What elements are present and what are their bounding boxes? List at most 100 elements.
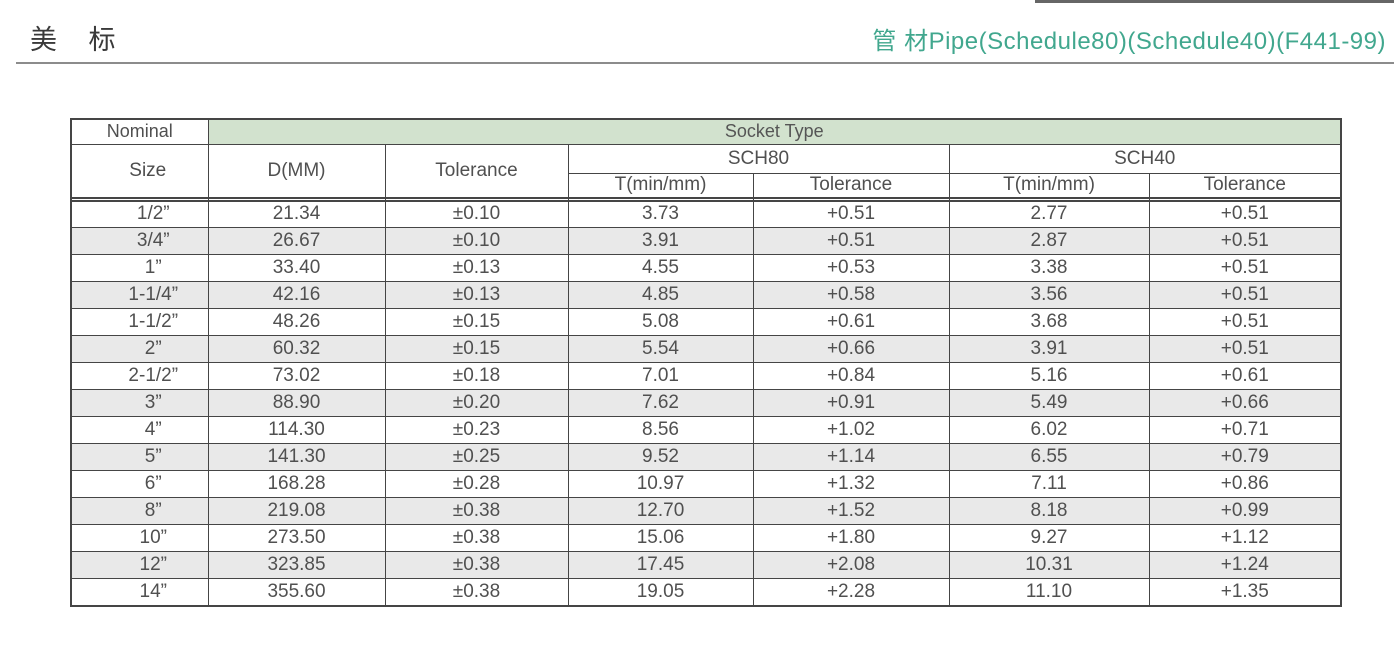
cell-value: +1.14	[752, 443, 950, 471]
cell-value: ±0.20	[384, 389, 569, 417]
cell-value: +1.32	[752, 470, 950, 498]
header-sch80: SCH80	[567, 143, 950, 174]
cell-nominal-size: 4”	[70, 416, 209, 444]
cell-value: 26.67	[207, 227, 386, 255]
cell-value: ±0.15	[384, 335, 569, 363]
cell-value: 60.32	[207, 335, 386, 363]
cell-value: +0.51	[1148, 200, 1342, 228]
cell-value: 6.55	[948, 443, 1150, 471]
cell-value: +0.66	[752, 335, 950, 363]
cell-value: 5.49	[948, 389, 1150, 417]
cell-value: 219.08	[207, 497, 386, 525]
cell-value: ±0.10	[384, 200, 569, 228]
page-subtitle: 管 材Pipe(Schedule80)(Schedule40)(F441-99)	[872, 28, 1386, 55]
cell-value: 88.90	[207, 389, 386, 417]
pipe-spec-table: Nominal Socket Type Size D(MM) Tolerance…	[70, 118, 1343, 607]
header-sch40-tmin: T(min/mm)	[948, 172, 1150, 199]
cell-value: 3.38	[948, 254, 1150, 282]
cell-value: ±0.38	[384, 497, 569, 525]
cell-value: +0.66	[1148, 389, 1342, 417]
cell-value: +0.53	[752, 254, 950, 282]
table-row: 1-1/4” 42.16 ±0.13 4.85 +0.58 3.56 +0.51	[70, 281, 1342, 309]
table-row: 10” 273.50 ±0.38 15.06 +1.80 9.27 +1.12	[70, 524, 1342, 552]
cell-value: +0.86	[1148, 470, 1342, 498]
cell-value: ±0.13	[384, 281, 569, 309]
header-size: Size	[70, 143, 209, 198]
cell-nominal-size: 2”	[70, 335, 209, 363]
cell-value: 21.34	[207, 200, 386, 228]
table-row: 1” 33.40 ±0.13 4.55 +0.53 3.38 +0.51	[70, 254, 1342, 282]
cell-value: +0.51	[1148, 281, 1342, 309]
table-row: 2-1/2” 73.02 ±0.18 7.01 +0.84 5.16 +0.61	[70, 362, 1342, 390]
table-row: 2” 60.32 ±0.15 5.54 +0.66 3.91 +0.51	[70, 335, 1342, 363]
cell-value: +1.52	[752, 497, 950, 525]
cell-value: 4.85	[567, 281, 754, 309]
cell-nominal-size: 1”	[70, 254, 209, 282]
cell-value: 114.30	[207, 416, 386, 444]
cell-value: 17.45	[567, 551, 754, 579]
header-sch40: SCH40	[948, 143, 1342, 174]
cell-nominal-size: 2-1/2”	[70, 362, 209, 390]
cell-value: +0.51	[752, 200, 950, 228]
cell-value: 3.91	[567, 227, 754, 255]
cell-value: 9.27	[948, 524, 1150, 552]
cell-value: 2.77	[948, 200, 1150, 228]
header-divider	[16, 62, 1394, 64]
cell-value: +0.61	[752, 308, 950, 336]
cell-value: 5.54	[567, 335, 754, 363]
header-sch80-tolerance: Tolerance	[752, 172, 950, 199]
cell-value: 273.50	[207, 524, 386, 552]
cell-value: ±0.38	[384, 551, 569, 579]
table-body: 1/2” 21.34 ±0.10 3.73 +0.51 2.77 +0.51 3/4” 26.6…	[70, 196, 1342, 606]
table-row: 6” 168.28 ±0.28 10.97 +1.32 7.11 +0.86	[70, 470, 1342, 498]
cell-value: 6.02	[948, 416, 1150, 444]
cell-value: ±0.13	[384, 254, 569, 282]
cell-value: 10.97	[567, 470, 754, 498]
cell-nominal-size: 14”	[70, 578, 209, 606]
cell-value: 7.11	[948, 470, 1150, 498]
cell-value: +2.08	[752, 551, 950, 579]
cell-nominal-size: 8”	[70, 497, 209, 525]
cell-nominal-size: 6”	[70, 470, 209, 498]
cell-value: 12.70	[567, 497, 754, 525]
cell-nominal-size: 1-1/4”	[70, 281, 209, 309]
cell-value: 3.73	[567, 200, 754, 228]
cell-value: +1.35	[1148, 578, 1342, 606]
cell-value: 168.28	[207, 470, 386, 498]
cell-value: +1.24	[1148, 551, 1342, 579]
cell-value: 4.55	[567, 254, 754, 282]
cell-nominal-size: 12”	[70, 551, 209, 579]
cell-value: 5.08	[567, 308, 754, 336]
cell-value: 8.18	[948, 497, 1150, 525]
cell-value: 3.56	[948, 281, 1150, 309]
top-edge-strip	[1035, 0, 1394, 3]
cell-value: 10.31	[948, 551, 1150, 579]
cell-nominal-size: 1/2”	[70, 200, 209, 228]
cell-value: ±0.23	[384, 416, 569, 444]
cell-nominal-size: 1-1/2”	[70, 308, 209, 336]
header-nominal: Nominal	[70, 118, 209, 145]
cell-value: +0.84	[752, 362, 950, 390]
cell-value: ±0.25	[384, 443, 569, 471]
cell-value: +0.91	[752, 389, 950, 417]
cell-value: ±0.15	[384, 308, 569, 336]
table-row: 1/2” 21.34 ±0.10 3.73 +0.51 2.77 +0.51	[70, 200, 1342, 228]
cell-value: +0.51	[1148, 335, 1342, 363]
table-row: 3” 88.90 ±0.20 7.62 +0.91 5.49 +0.66	[70, 389, 1342, 417]
cell-value: ±0.18	[384, 362, 569, 390]
cell-value: ±0.38	[384, 524, 569, 552]
cell-value: +0.99	[1148, 497, 1342, 525]
table-row: 3/4” 26.67 ±0.10 3.91 +0.51 2.87 +0.51	[70, 227, 1342, 255]
cell-value: ±0.10	[384, 227, 569, 255]
cell-value: 33.40	[207, 254, 386, 282]
cell-value: 11.10	[948, 578, 1150, 606]
cell-value: 323.85	[207, 551, 386, 579]
cell-value: +2.28	[752, 578, 950, 606]
cell-value: 8.56	[567, 416, 754, 444]
header-d-mm: D(MM)	[207, 143, 386, 198]
cell-value: 3.91	[948, 335, 1150, 363]
cell-value: 9.52	[567, 443, 754, 471]
cell-value: +1.80	[752, 524, 950, 552]
cell-value: 7.01	[567, 362, 754, 390]
cell-value: 2.87	[948, 227, 1150, 255]
